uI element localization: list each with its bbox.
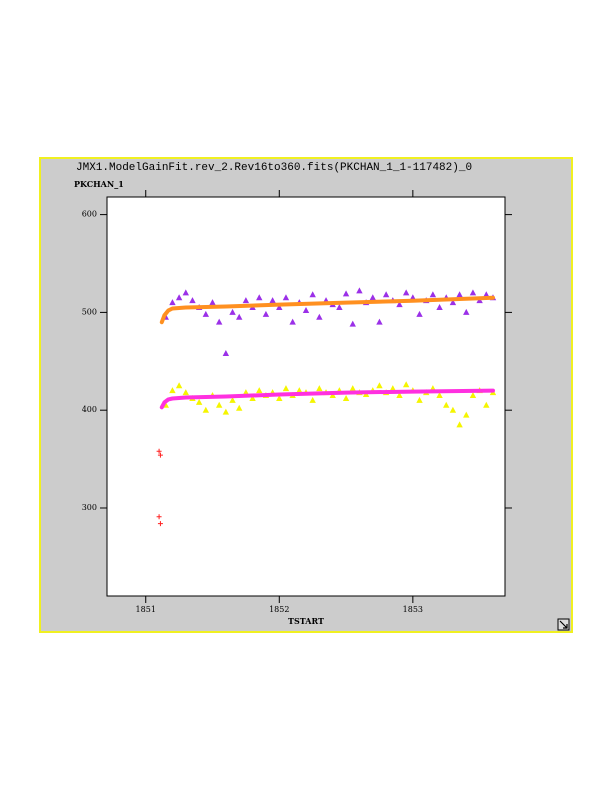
- point: [156, 514, 162, 520]
- point: [329, 392, 336, 399]
- point: [169, 299, 176, 306]
- point: [229, 396, 236, 403]
- fit-line: [159, 295, 495, 325]
- point: [175, 382, 183, 389]
- point: [342, 394, 350, 401]
- point: [396, 392, 403, 399]
- point: [389, 385, 397, 392]
- point: [449, 299, 457, 306]
- point: [242, 389, 250, 396]
- plot-area: [106, 196, 506, 597]
- chart-title: JMX1.ModelGainFit.rev_2.Rev16to360.fits(…: [76, 162, 472, 174]
- x-tick-label: 1852: [269, 605, 289, 614]
- point: [182, 389, 189, 396]
- point: [382, 291, 390, 298]
- point: [463, 411, 470, 418]
- point: [416, 310, 423, 317]
- point: [215, 401, 223, 408]
- point: [376, 318, 383, 325]
- x-tick-label: 1851: [136, 605, 156, 614]
- point: [309, 396, 316, 403]
- point: [169, 387, 176, 394]
- point: [175, 294, 183, 301]
- y-tick-label: 300: [82, 503, 97, 512]
- point: [309, 291, 316, 298]
- point: [195, 398, 203, 405]
- point: [202, 406, 210, 413]
- x-tick-label: 1853: [403, 605, 423, 614]
- resize-icon[interactable]: [557, 618, 570, 631]
- point: [436, 392, 443, 399]
- point: [282, 385, 290, 392]
- point: [157, 521, 163, 527]
- point: [276, 394, 283, 401]
- point: [222, 349, 230, 356]
- point: [157, 452, 163, 458]
- point: [416, 396, 423, 403]
- point: [456, 421, 463, 428]
- y-axis-label: PKCHAN_1: [74, 179, 124, 189]
- point: [215, 318, 223, 325]
- point: [369, 294, 376, 301]
- point: [483, 291, 490, 298]
- point: [256, 294, 263, 301]
- point: [276, 304, 283, 311]
- x-axis-label: TSTART: [288, 616, 324, 626]
- point: [242, 297, 250, 304]
- point: [236, 404, 243, 411]
- point: [456, 291, 463, 298]
- point: [269, 297, 276, 304]
- point: [262, 310, 270, 317]
- point: [156, 448, 162, 454]
- point: [236, 313, 243, 320]
- point: [349, 385, 356, 392]
- point: [189, 297, 196, 304]
- point: [483, 401, 490, 408]
- point: [349, 320, 356, 327]
- point: [402, 381, 410, 388]
- point: [463, 308, 470, 315]
- y-tick-label: 600: [82, 210, 97, 219]
- point: [316, 385, 323, 392]
- point: [436, 304, 443, 311]
- point: [296, 387, 303, 394]
- y-tick-label: 500: [82, 307, 97, 316]
- point: [182, 289, 189, 296]
- point: [302, 306, 310, 313]
- point: [396, 301, 403, 308]
- point: [256, 387, 263, 394]
- point: [469, 392, 477, 399]
- point: [316, 313, 323, 320]
- point: [229, 308, 236, 315]
- point: [282, 294, 290, 301]
- point: [443, 401, 450, 408]
- y-tick-label: 400: [82, 405, 97, 414]
- point: [209, 299, 216, 306]
- point: [222, 408, 230, 415]
- fit-line: [159, 388, 495, 410]
- point: [289, 318, 296, 325]
- point: [429, 291, 437, 298]
- point: [249, 394, 256, 401]
- point: [402, 289, 410, 296]
- point: [376, 382, 383, 389]
- point: [202, 310, 210, 317]
- point: [449, 406, 457, 413]
- point: [342, 290, 350, 297]
- point: [469, 289, 477, 296]
- point: [356, 287, 363, 294]
- point: [336, 304, 343, 311]
